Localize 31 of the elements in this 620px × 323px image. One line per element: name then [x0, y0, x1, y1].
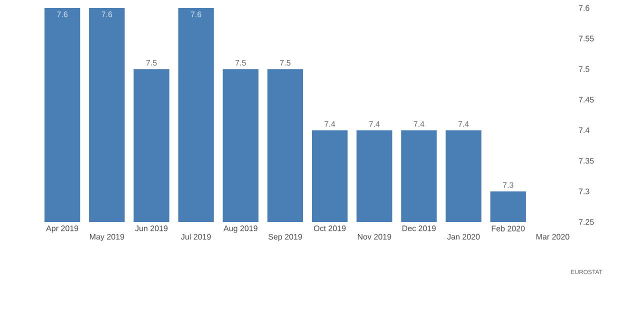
y-tick-label: 7.5 [578, 66, 590, 72]
data-label: 7.6 [57, 12, 68, 18]
data-label: 7.3 [502, 182, 514, 188]
data-label: 7.6 [102, 12, 112, 18]
data-label: 7.5 [146, 60, 157, 66]
y-tick-label: 7.3 [578, 188, 590, 194]
x-tick-label: May 2019 [90, 234, 124, 242]
x-tick-label: Sep 2019 [268, 234, 302, 242]
data-label: 7.4 [369, 121, 380, 127]
y-tick-label: 7.25 [578, 219, 594, 225]
x-tick-label: Dec 2019 [402, 226, 436, 232]
data-label: 7.5 [235, 60, 246, 66]
y-tick-label: 7.6 [578, 5, 590, 11]
y-tick-label: 7.4 [578, 128, 590, 134]
data-label: 7.4 [458, 121, 469, 127]
y-tick-label: 7.45 [578, 96, 594, 102]
x-tick-label: Mar 2020 [536, 234, 570, 240]
x-tick-label: Jul 2019 [181, 234, 211, 240]
data-label: 7.5 [280, 60, 290, 66]
data-label: 7.4 [414, 121, 424, 127]
y-tick-label: 7.55 [578, 36, 594, 42]
data-label: 7.4 [324, 121, 336, 127]
x-tick-label: Jan 2020 [447, 234, 480, 240]
x-tick-label: Feb 2020 [492, 226, 525, 232]
x-tick-label: Jun 2019 [135, 226, 168, 232]
data-label: 7.6 [190, 12, 202, 18]
x-tick-label: Aug 2019 [224, 226, 258, 233]
x-tick-label: Apr 2019 [46, 226, 78, 233]
x-tick-label: Nov 2019 [358, 234, 392, 240]
y-tick-label: 7.35 [578, 158, 594, 164]
x-tick-label: Oct 2019 [314, 226, 346, 232]
